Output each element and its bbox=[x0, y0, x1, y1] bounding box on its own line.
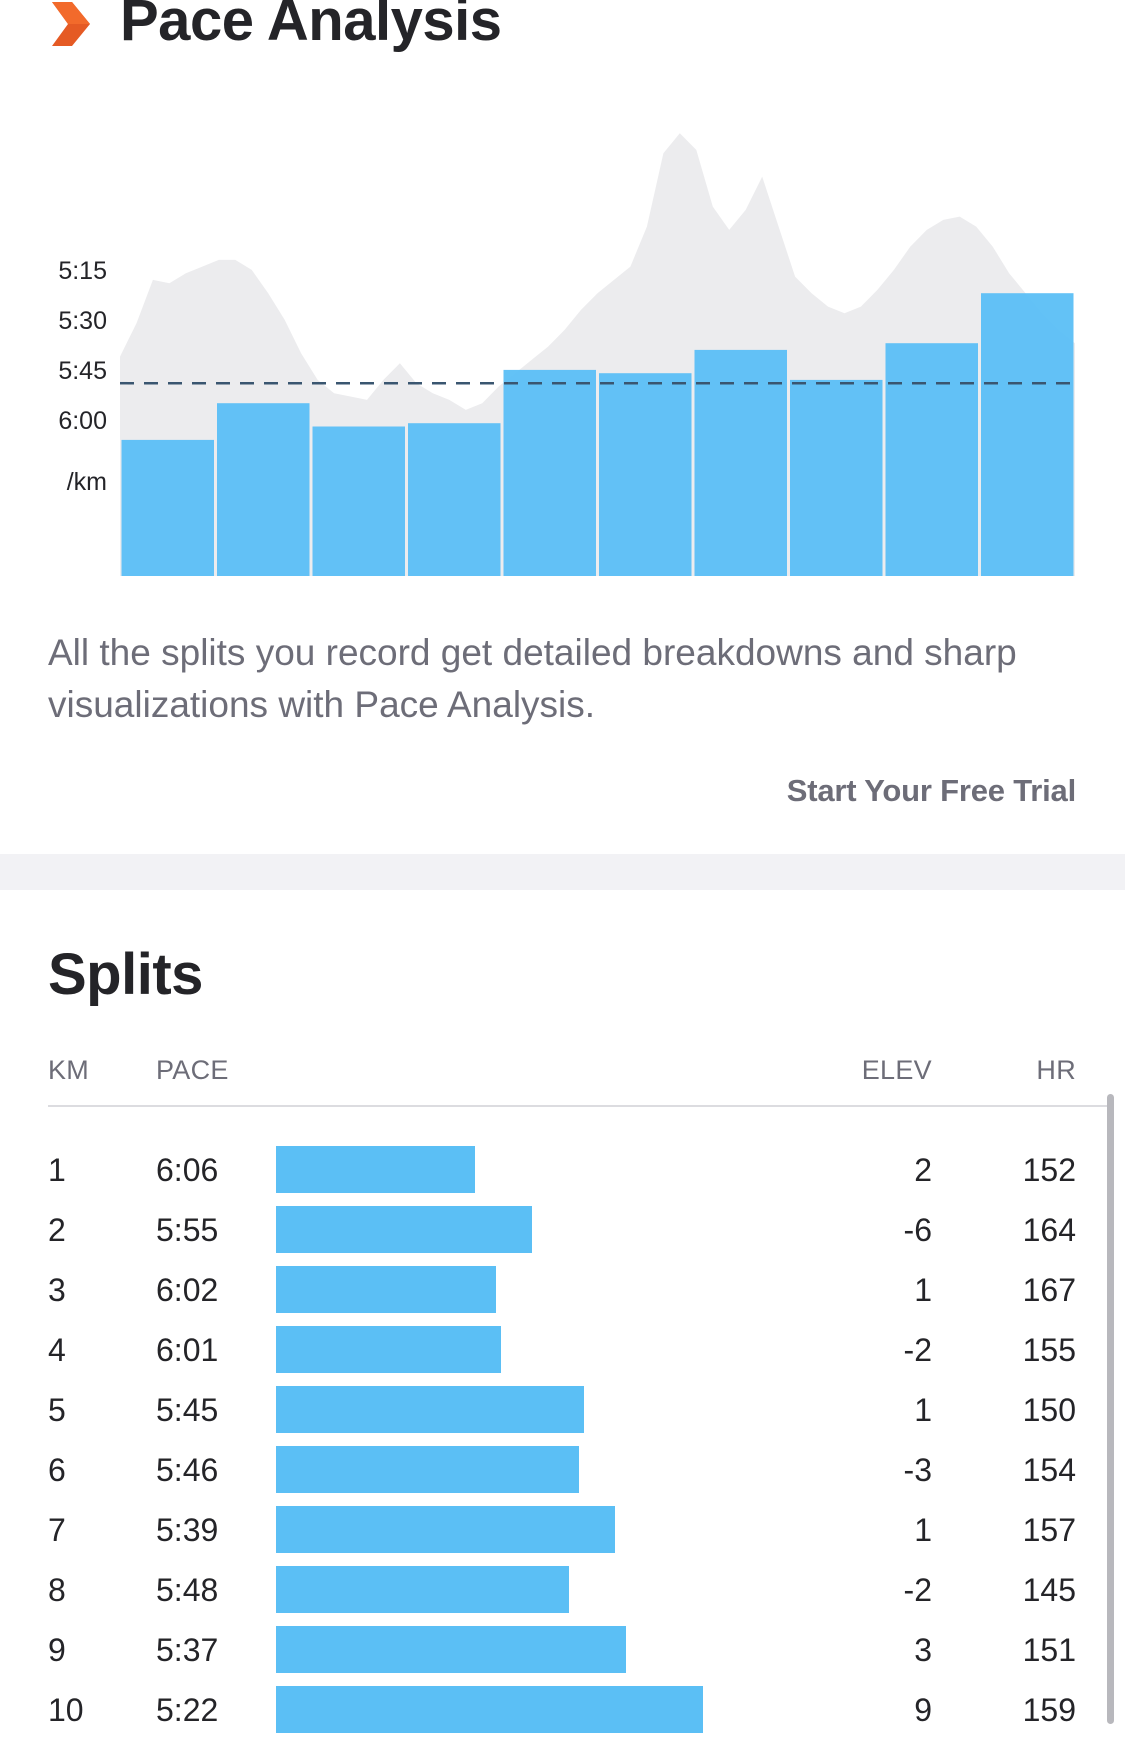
split-heart-rate: 167 bbox=[1022, 1272, 1076, 1308]
split-km: 5 bbox=[48, 1392, 66, 1428]
table-row: 9 5:37 3 151 bbox=[0, 1620, 1125, 1680]
split-elevation: -6 bbox=[903, 1212, 932, 1248]
split-pace-bar bbox=[276, 1446, 579, 1493]
split-heart-rate: 159 bbox=[1022, 1692, 1076, 1728]
split-elevation: 1 bbox=[914, 1512, 932, 1548]
pace-analysis-section: Pace Analysis 5:15 5:30 5:45 6:00/km All th… bbox=[0, 0, 1125, 854]
split-km: 8 bbox=[48, 1572, 66, 1608]
split-pace: 6:06 bbox=[156, 1152, 219, 1188]
split-km: 1 bbox=[48, 1152, 66, 1188]
y-tick-label: 5:30 bbox=[58, 307, 107, 335]
split-pace-bar bbox=[276, 1386, 584, 1433]
split-pace: 5:45 bbox=[156, 1392, 219, 1428]
table-row: 3 6:02 1 167 bbox=[0, 1260, 1125, 1320]
table-row: 7 5:39 1 157 bbox=[0, 1500, 1125, 1560]
pace-bar-km-7 bbox=[694, 349, 787, 576]
split-pace-bar bbox=[276, 1266, 496, 1313]
section-divider bbox=[0, 854, 1125, 890]
split-heart-rate: 145 bbox=[1022, 1572, 1076, 1608]
split-elevation: 3 bbox=[914, 1632, 932, 1668]
header-divider bbox=[48, 1105, 1108, 1107]
y-tick-label: 6:00 bbox=[58, 407, 107, 435]
split-heart-rate: 164 bbox=[1022, 1212, 1076, 1248]
split-pace: 6:01 bbox=[156, 1332, 219, 1368]
split-pace-bar bbox=[276, 1566, 569, 1613]
split-elevation: 2 bbox=[914, 1152, 932, 1188]
pace-bar-km-2 bbox=[217, 403, 310, 576]
pace-bar-km-10 bbox=[981, 293, 1074, 576]
pace-bar-km-3 bbox=[312, 426, 405, 576]
splits-title: Splits bbox=[48, 942, 203, 1007]
split-pace: 5:37 bbox=[156, 1632, 219, 1668]
y-axis-labels: 5:15 5:30 5:45 6:00/km bbox=[58, 257, 107, 496]
column-header-km: KM bbox=[48, 1055, 90, 1085]
split-km: 6 bbox=[48, 1452, 66, 1488]
split-km: 7 bbox=[48, 1512, 66, 1548]
column-header-hr: HR bbox=[1036, 1055, 1076, 1085]
table-row: 8 5:48 -2 145 bbox=[0, 1560, 1125, 1620]
split-elevation: -2 bbox=[903, 1332, 932, 1368]
pace-bar-km-8 bbox=[790, 379, 883, 576]
split-heart-rate: 157 bbox=[1022, 1512, 1076, 1548]
split-elevation: -3 bbox=[903, 1452, 932, 1488]
split-pace-bar bbox=[276, 1206, 532, 1253]
split-pace: 5:48 bbox=[156, 1572, 219, 1608]
split-pace: 5:46 bbox=[156, 1452, 219, 1488]
split-pace-bar bbox=[276, 1626, 626, 1673]
split-heart-rate: 151 bbox=[1022, 1632, 1076, 1668]
pace-analysis-description: All the splits you record get detailed b… bbox=[48, 632, 1017, 725]
split-pace: 5:55 bbox=[156, 1212, 219, 1248]
split-pace: 6:02 bbox=[156, 1272, 219, 1308]
pace-bar-km-6 bbox=[599, 373, 692, 576]
split-pace-bar bbox=[276, 1506, 615, 1553]
pace-chart: 5:15 5:30 5:45 6:00/km bbox=[0, 80, 1125, 600]
split-km: 9 bbox=[48, 1632, 66, 1668]
split-elevation: 1 bbox=[914, 1392, 932, 1428]
pace-chart-svg: 5:15 5:30 5:45 6:00/km bbox=[58, 133, 1075, 576]
split-heart-rate: 155 bbox=[1022, 1332, 1076, 1368]
table-row: 2 5:55 -6 164 bbox=[0, 1200, 1125, 1260]
pace-bar-km-5 bbox=[503, 369, 596, 576]
split-km: 3 bbox=[48, 1272, 66, 1308]
splits-section: Splits KM PACE ELEV HR 1 6:06 2 152 2 5:55 -6 1… bbox=[0, 890, 1125, 1759]
column-header-pace: PACE bbox=[156, 1055, 229, 1085]
table-row: 5 5:45 1 150 bbox=[0, 1380, 1125, 1440]
y-tick-label: /km bbox=[67, 468, 107, 496]
table-row: 1 6:06 2 152 bbox=[0, 1140, 1125, 1200]
split-pace-bar bbox=[276, 1686, 703, 1733]
split-km: 2 bbox=[48, 1212, 66, 1248]
split-pace: 5:22 bbox=[156, 1692, 219, 1728]
pace-bar-km-1 bbox=[121, 439, 214, 576]
column-header-elev: ELEV bbox=[861, 1055, 932, 1085]
split-pace: 5:39 bbox=[156, 1512, 219, 1548]
split-heart-rate: 152 bbox=[1022, 1152, 1076, 1188]
start-free-trial-link[interactable]: Start Your Free Trial bbox=[786, 773, 1076, 808]
scrollbar[interactable] bbox=[1107, 1094, 1114, 1724]
split-elevation: -2 bbox=[903, 1572, 932, 1608]
orange-chevron-icon bbox=[52, 2, 90, 46]
table-row: 10 5:22 9 159 bbox=[0, 1680, 1125, 1740]
split-elevation: 9 bbox=[914, 1692, 932, 1728]
split-km: 4 bbox=[48, 1332, 66, 1368]
table-row: 4 6:01 -2 155 bbox=[0, 1320, 1125, 1380]
split-pace-bar bbox=[276, 1326, 501, 1373]
pace-bar-km-4 bbox=[408, 423, 501, 576]
split-heart-rate: 150 bbox=[1022, 1392, 1076, 1428]
split-km: 10 bbox=[48, 1692, 84, 1728]
page-title: Pace Analysis bbox=[120, 0, 502, 53]
pace-analysis-header: Pace Analysis bbox=[0, 0, 1125, 60]
pace-bar-km-9 bbox=[885, 343, 978, 576]
y-tick-label: 5:15 bbox=[58, 257, 107, 285]
split-heart-rate: 154 bbox=[1022, 1452, 1076, 1488]
split-pace-bar bbox=[276, 1146, 475, 1193]
table-row: 6 5:46 -3 154 bbox=[0, 1440, 1125, 1500]
split-elevation: 1 bbox=[914, 1272, 932, 1308]
y-tick-label: 5:45 bbox=[58, 357, 107, 385]
